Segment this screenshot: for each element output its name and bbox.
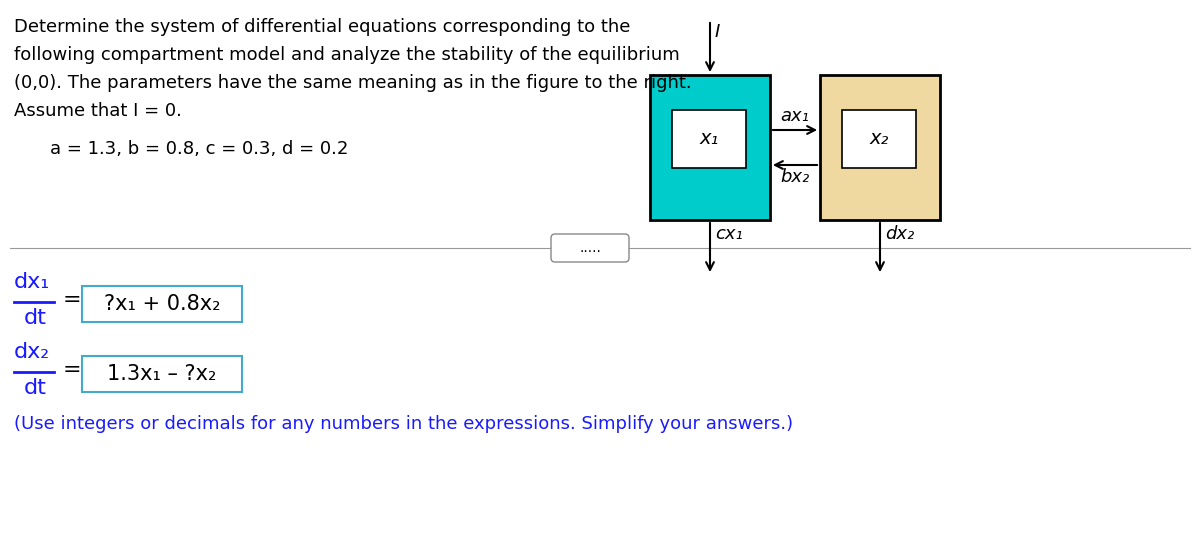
Text: cx₁: cx₁ bbox=[715, 225, 743, 243]
FancyBboxPatch shape bbox=[650, 75, 770, 220]
Text: .....: ..... bbox=[580, 241, 601, 255]
Text: x₂: x₂ bbox=[869, 130, 889, 148]
Text: bx₂: bx₂ bbox=[780, 168, 810, 186]
FancyBboxPatch shape bbox=[82, 356, 242, 392]
Text: (Use integers or decimals for any numbers in the expressions. Simplify your answ: (Use integers or decimals for any number… bbox=[14, 415, 793, 433]
FancyBboxPatch shape bbox=[82, 286, 242, 322]
Text: =: = bbox=[64, 290, 82, 310]
Text: Assume that I = 0.: Assume that I = 0. bbox=[14, 102, 182, 120]
Text: following compartment model and analyze the stability of the equilibrium: following compartment model and analyze … bbox=[14, 46, 679, 64]
Text: ax₁: ax₁ bbox=[780, 107, 810, 125]
Text: x₁: x₁ bbox=[700, 130, 719, 148]
Text: I: I bbox=[715, 23, 720, 41]
Text: dt: dt bbox=[24, 308, 47, 328]
FancyBboxPatch shape bbox=[842, 110, 916, 168]
FancyBboxPatch shape bbox=[551, 234, 629, 262]
Text: ?x₁ + 0.8x₂: ?x₁ + 0.8x₂ bbox=[103, 294, 221, 314]
Text: =: = bbox=[64, 360, 82, 380]
Text: (0,0). The parameters have the same meaning as in the figure to the right.: (0,0). The parameters have the same mean… bbox=[14, 74, 691, 92]
Text: dx₁: dx₁ bbox=[14, 272, 50, 292]
Text: a = 1.3, b = 0.8, c = 0.3, d = 0.2: a = 1.3, b = 0.8, c = 0.3, d = 0.2 bbox=[50, 140, 348, 158]
Text: dt: dt bbox=[24, 378, 47, 398]
Text: dx₂: dx₂ bbox=[14, 342, 50, 362]
FancyBboxPatch shape bbox=[672, 110, 746, 168]
FancyBboxPatch shape bbox=[820, 75, 940, 220]
Text: Determine the system of differential equations corresponding to the: Determine the system of differential equ… bbox=[14, 18, 630, 36]
Text: 1.3x₁ – ?x₂: 1.3x₁ – ?x₂ bbox=[107, 364, 217, 384]
Text: dx₂: dx₂ bbox=[886, 225, 914, 243]
